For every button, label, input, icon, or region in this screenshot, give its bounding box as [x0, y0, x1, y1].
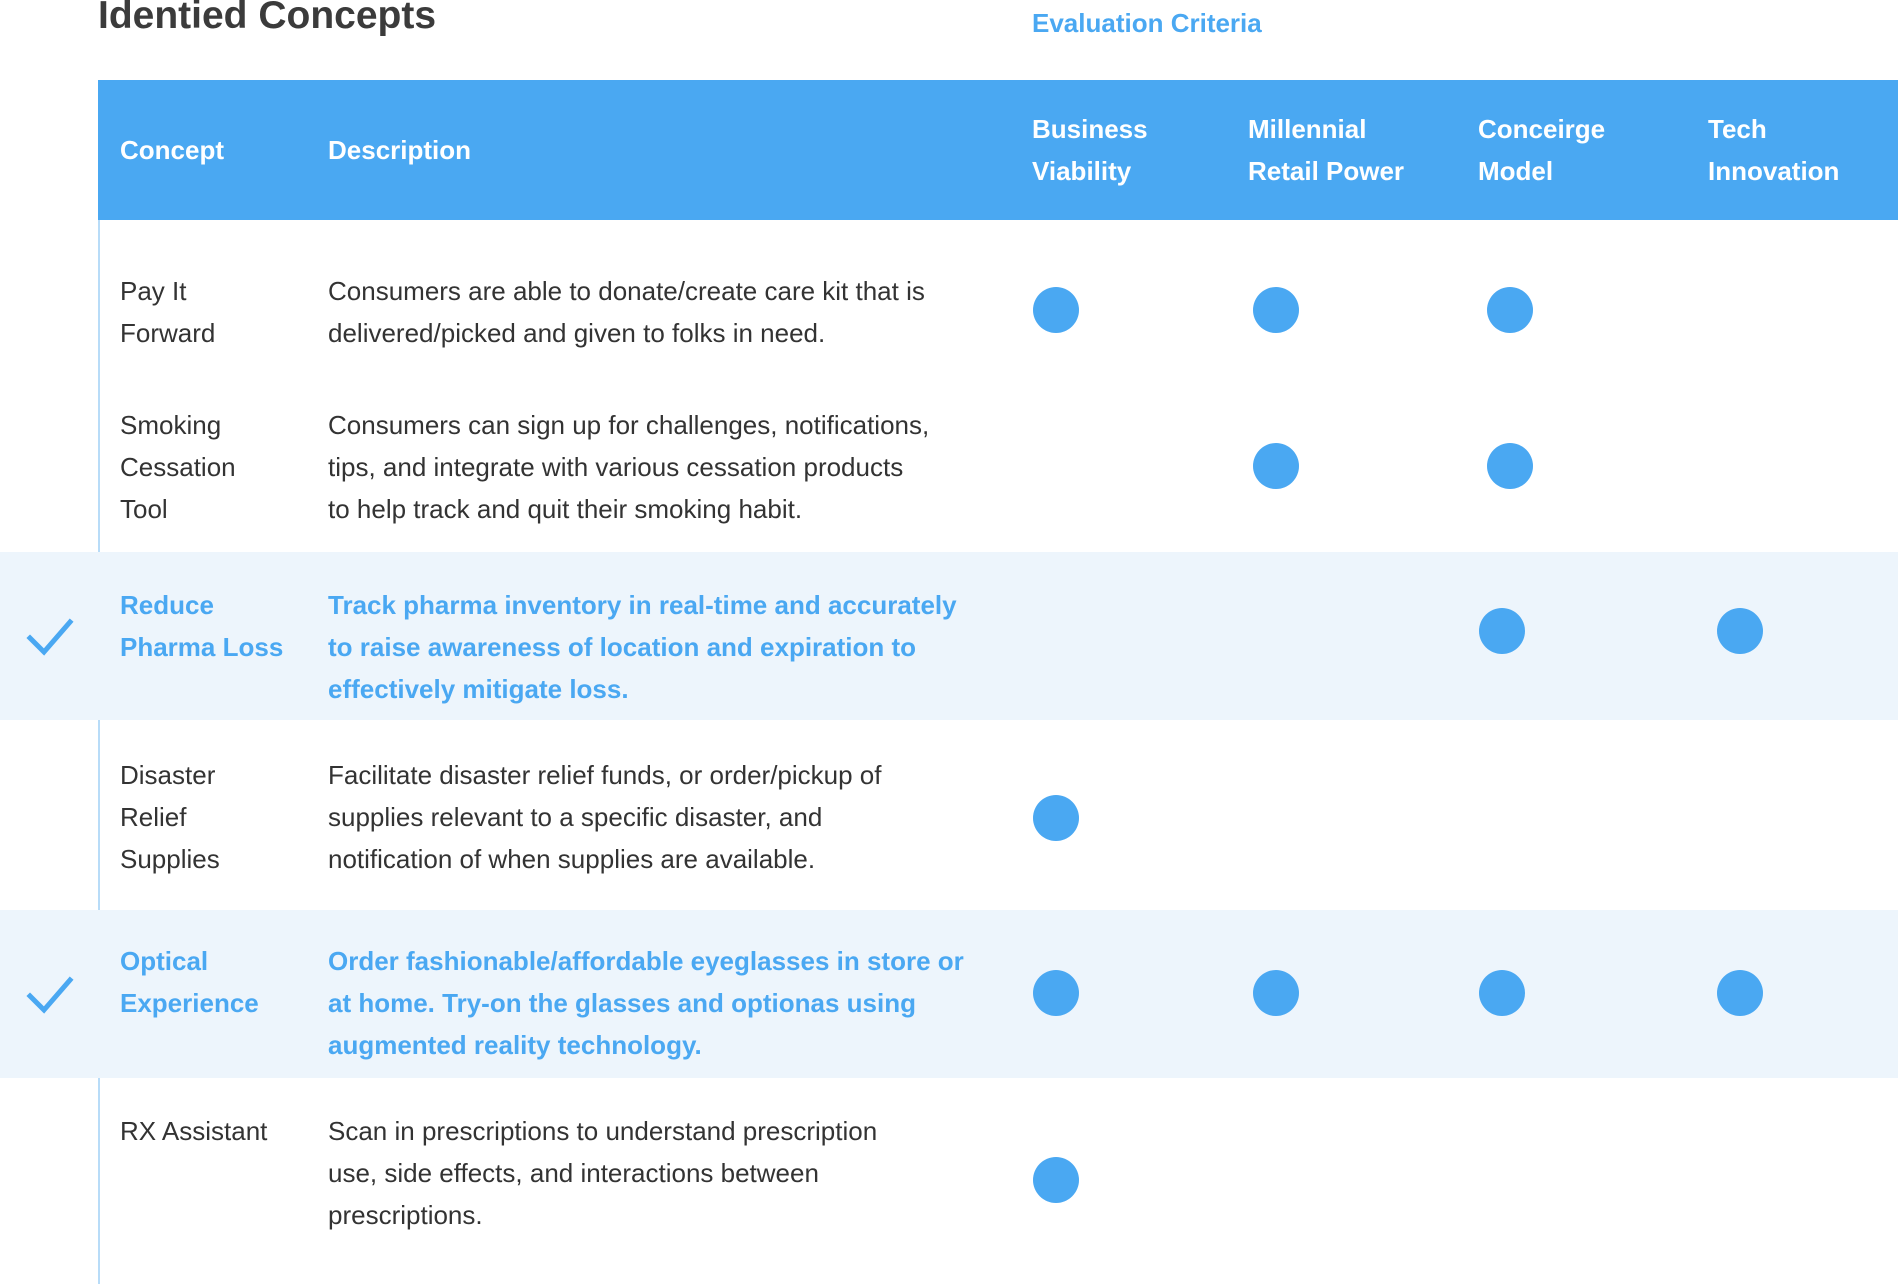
description-line: notification of when supplies are availa…	[328, 838, 881, 880]
concept-name: Pay It Forward	[120, 270, 215, 354]
table-row[interactable]: RX Assistant Scan in prescriptions to und…	[0, 1078, 1898, 1284]
table-header: Concept Description Business Viability M…	[98, 80, 1898, 220]
criterion-dot-concierge-model	[1479, 608, 1525, 654]
concept-name-line: Supplies	[120, 838, 220, 880]
description-line: Consumers can sign up for challenges, no…	[328, 404, 929, 446]
header-criterion-line: Viability	[1032, 150, 1148, 192]
concept-name-line: RX Assistant	[120, 1110, 267, 1152]
criterion-dot-millennial-retail-power	[1253, 287, 1299, 333]
header-millennial-retail-power: Millennial Retail Power	[1248, 80, 1448, 220]
header-criterion-line: Tech	[1708, 108, 1839, 150]
description-line: prescriptions.	[328, 1194, 877, 1236]
concept-name: Reduce Pharma Loss	[120, 584, 283, 668]
description-line: to help track and quit their smoking hab…	[328, 488, 929, 530]
criterion-dot-tech-innovation	[1717, 608, 1763, 654]
concept-description: Facilitate disaster relief funds, or ord…	[328, 754, 881, 880]
concept-name: Disaster Relief Supplies	[120, 754, 220, 880]
header-concept: Concept	[120, 80, 300, 220]
criterion-dot-business-viability	[1033, 287, 1079, 333]
concept-name-line: Forward	[120, 312, 215, 354]
description-line: Track pharma inventory in real-time and …	[328, 584, 957, 626]
checkmark-icon	[26, 612, 74, 660]
concept-name-line: Optical	[120, 940, 259, 982]
header-criterion-line: Innovation	[1708, 150, 1839, 192]
concept-name-line: Relief	[120, 796, 220, 838]
concept-name-line: Disaster	[120, 754, 220, 796]
concept-name-line: Reduce	[120, 584, 283, 626]
description-line: at home. Try-on the glasses and optionas…	[328, 982, 964, 1024]
description-line: Consumers are able to donate/create care…	[328, 270, 925, 312]
header-description-label: Description	[328, 129, 471, 171]
criterion-dot-concierge-model	[1479, 970, 1525, 1016]
header-criterion-line: Conceirge	[1478, 108, 1605, 150]
header-criterion-line: Model	[1478, 150, 1605, 192]
concept-description: Track pharma inventory in real-time and …	[328, 584, 957, 710]
table-row[interactable]: Pay It Forward Consumers are able to donat…	[0, 240, 1898, 372]
header-criterion-line: Business	[1032, 108, 1148, 150]
description-line: Order fashionable/affordable eyeglasses …	[328, 940, 964, 982]
concept-name-line: Pharma Loss	[120, 626, 283, 668]
header-concierge-model: Conceirge Model	[1478, 80, 1658, 220]
description-line: Scan in prescriptions to understand pres…	[328, 1110, 877, 1152]
header-business-viability: Business Viability	[1032, 80, 1212, 220]
description-line: supplies relevant to a specific disaster…	[328, 796, 881, 838]
header-tech-innovation: Tech Innovation	[1708, 80, 1888, 220]
concept-name-line: Tool	[120, 488, 236, 530]
header-criterion-line: Retail Power	[1248, 150, 1404, 192]
description-line: Facilitate disaster relief funds, or ord…	[328, 754, 881, 796]
criterion-dot-concierge-model	[1487, 287, 1533, 333]
criterion-dot-millennial-retail-power	[1253, 443, 1299, 489]
concept-name: Optical Experience	[120, 940, 259, 1024]
description-line: tips, and integrate with various cessati…	[328, 446, 929, 488]
description-line: augmented reality technology.	[328, 1024, 964, 1066]
concept-name-line: Smoking	[120, 404, 236, 446]
concept-name-line: Pay It	[120, 270, 215, 312]
concept-description: Order fashionable/affordable eyeglasses …	[328, 940, 964, 1066]
table-row[interactable]: Reduce Pharma Loss Track pharma inventory …	[0, 552, 1898, 720]
description-line: delivered/picked and given to folks in n…	[328, 312, 925, 354]
table-row[interactable]: Smoking Cessation Tool Consumers can sign u…	[0, 372, 1898, 552]
concept-name: RX Assistant	[120, 1110, 267, 1152]
concept-name-line: Cessation	[120, 446, 236, 488]
concept-description: Scan in prescriptions to understand pres…	[328, 1110, 877, 1236]
header-concept-label: Concept	[120, 129, 224, 171]
table-row[interactable]: Optical Experience Order fashionable/affor…	[0, 910, 1898, 1078]
checkmark-icon	[26, 970, 74, 1018]
description-line: to raise awareness of location and expir…	[328, 626, 957, 668]
criterion-dot-concierge-model	[1487, 443, 1533, 489]
header-criterion-line: Millennial	[1248, 108, 1404, 150]
concept-name-line: Experience	[120, 982, 259, 1024]
criterion-dot-tech-innovation	[1717, 970, 1763, 1016]
criterion-dot-business-viability	[1033, 1157, 1079, 1203]
criterion-dot-business-viability	[1033, 970, 1079, 1016]
concept-description: Consumers can sign up for challenges, no…	[328, 404, 929, 530]
description-line: use, side effects, and interactions betw…	[328, 1152, 877, 1194]
criterion-dot-business-viability	[1033, 795, 1079, 841]
table-row[interactable]: Disaster Relief Supplies Facilitate disaste…	[0, 720, 1898, 910]
concept-description: Consumers are able to donate/create care…	[328, 270, 925, 354]
header-description: Description	[328, 80, 928, 220]
criterion-dot-millennial-retail-power	[1253, 970, 1299, 1016]
concept-name: Smoking Cessation Tool	[120, 404, 236, 530]
description-line: effectively mitigate loss.	[328, 668, 957, 710]
